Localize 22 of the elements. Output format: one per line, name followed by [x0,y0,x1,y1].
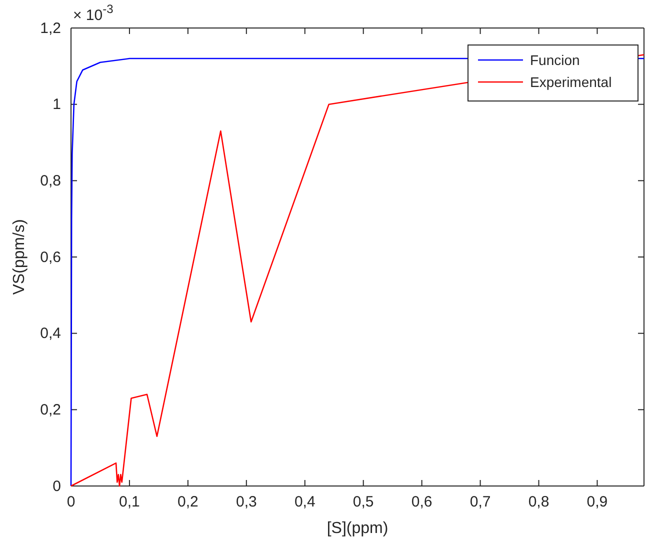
x-tick-label: 0,4 [294,494,316,511]
x-tick-label: 0,3 [236,494,257,511]
x-tick-label: 0,9 [586,494,608,511]
y-tick-label: 0,8 [40,172,61,190]
x-tick-label: 0 [66,494,76,511]
text: × 10$^{-3}$ [73,2,114,24]
y-axis-title: VS(ppm/s) [11,219,28,295]
y-tick-label: 0 [52,478,61,495]
x-tick-label: 0,8 [528,494,550,511]
legend-label: Experimental [530,74,612,90]
x-tick-label: 0,1 [119,494,140,511]
y-tick-label: 0,6 [40,248,61,266]
x-tick-label: 0,5 [352,494,374,511]
y-tick-label: 0,2 [40,401,61,418]
x-tick-label: 0,6 [411,494,432,511]
x-axis-title: [S](ppm) [326,520,388,537]
y-tick-label: 0,4 [40,325,61,342]
y-tick-label: 1,2 [40,20,61,37]
legend-label: Funcion [530,52,580,68]
x-tick-label: 0,7 [470,494,491,511]
y-tick-label: 1 [52,96,61,114]
x-tick-label: 0,2 [178,494,198,511]
